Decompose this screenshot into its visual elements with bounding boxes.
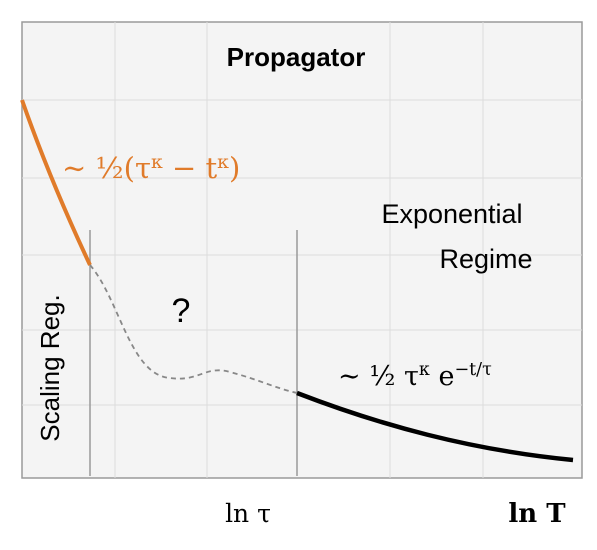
regime-label: Exponential	[381, 199, 522, 229]
scaling-curve	[20, 99, 92, 266]
grid	[22, 22, 582, 478]
question-mark: ?	[172, 292, 191, 330]
black-formula: ∼ ½ τκ e−t/τ	[338, 360, 492, 392]
superscript: κ	[151, 152, 163, 173]
superscript: κ	[217, 152, 229, 173]
formula-part: ∼ ½(τ	[62, 151, 151, 185]
orange-formula: ∼ ½(τκ − tκ)	[62, 151, 240, 185]
unknown-curve	[89, 264, 298, 394]
superscript: κ	[419, 360, 430, 380]
formula-part: ∼ ½ τ	[338, 361, 419, 392]
regime-label: Regime	[439, 244, 532, 274]
formula-part: e	[430, 361, 455, 392]
x-label: ln T	[508, 499, 566, 529]
exponential-curve	[296, 390, 574, 463]
superscript: −t/τ	[454, 360, 492, 380]
formula-part: − t	[163, 151, 218, 185]
x-label: ln τ	[225, 499, 271, 528]
formula-part: )	[229, 151, 240, 185]
title: Propagator	[227, 42, 366, 72]
scaling-label: Scaling Reg.	[35, 294, 65, 441]
